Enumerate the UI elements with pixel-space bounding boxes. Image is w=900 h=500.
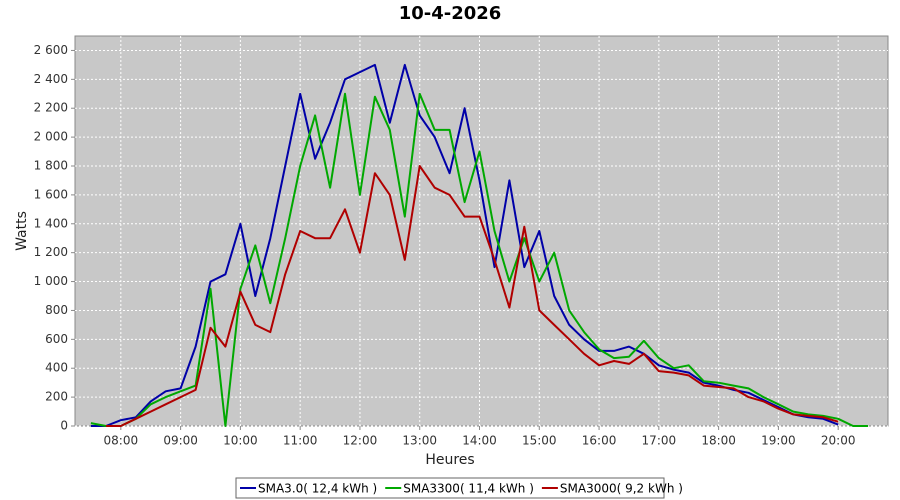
y-tick-label: 1 200 bbox=[34, 245, 68, 259]
y-tick-label: 2 600 bbox=[34, 43, 68, 57]
series-line bbox=[90, 92, 869, 427]
x-tick-label: 12:00 bbox=[343, 434, 378, 448]
x-tick-label: 16:00 bbox=[582, 434, 617, 448]
y-tick-label: 1 800 bbox=[34, 159, 68, 173]
x-tick-label: 09:00 bbox=[163, 434, 198, 448]
x-axis-label: Heures bbox=[425, 452, 474, 468]
x-tick-label: 11:00 bbox=[283, 434, 318, 448]
series-line bbox=[105, 165, 839, 427]
y-axis-label: Watts bbox=[14, 211, 30, 251]
y-tick-label: 400 bbox=[45, 361, 68, 375]
y-tick-label: 0 bbox=[60, 419, 68, 433]
y-tick-label: 2 400 bbox=[34, 72, 68, 86]
lines bbox=[90, 63, 869, 427]
grid: 0 200 400 600 800 1 000 1 200 1 400 1 600 1 800 2 … bbox=[34, 36, 888, 448]
legend-label: SMA3300( 11,4 kWh ) bbox=[403, 482, 534, 496]
x-tick-label: 08:00 bbox=[104, 434, 139, 448]
legend bbox=[235, 477, 665, 499]
plot-area bbox=[74, 35, 889, 427]
x-tick-label: 13:00 bbox=[402, 434, 437, 448]
y-tick-label: 1 600 bbox=[34, 187, 68, 201]
y-tick-label: 200 bbox=[45, 390, 68, 404]
legend-items: SMA3.0( 12,4 kWh ) SMA3300( 11,4 kWh ) SMA… bbox=[240, 482, 683, 496]
x-tick-label: 14:00 bbox=[462, 434, 497, 448]
y-tick-label: 1 400 bbox=[34, 216, 68, 230]
chart-title: 10-4-2026 bbox=[399, 3, 502, 24]
y-tick-label: 800 bbox=[45, 303, 68, 317]
legend-label: SMA3.0( 12,4 kWh ) bbox=[258, 482, 377, 496]
x-tick-label: 17:00 bbox=[642, 434, 677, 448]
y-tick-label: 2 200 bbox=[34, 101, 68, 115]
series-line bbox=[90, 63, 839, 427]
x-tick-label: 18:00 bbox=[701, 434, 736, 448]
y-tick-label: 600 bbox=[45, 332, 68, 346]
x-tick-label: 20:00 bbox=[821, 434, 856, 448]
x-tick-label: 15:00 bbox=[522, 434, 557, 448]
x-tick-label: 19:00 bbox=[761, 434, 796, 448]
x-tick-label: 10:00 bbox=[223, 434, 258, 448]
legend-label: SMA3000( 9,2 kWh ) bbox=[560, 482, 683, 496]
y-tick-label: 1 000 bbox=[34, 274, 68, 288]
y-tick-label: 2 000 bbox=[34, 130, 68, 144]
